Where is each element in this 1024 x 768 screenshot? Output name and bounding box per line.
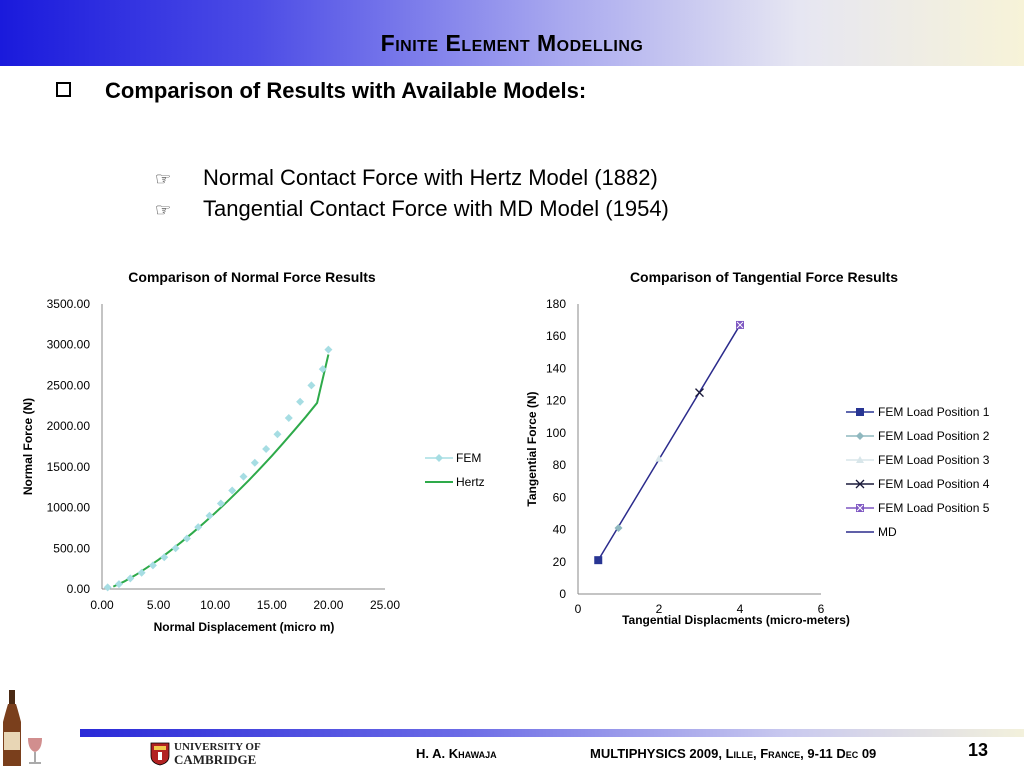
legend-hertz-label: Hertz: [456, 475, 485, 489]
legend-marker-1: [856, 408, 864, 416]
fem-point: [284, 414, 293, 422]
x-tick-label: 20.00: [313, 598, 343, 612]
y-tick-label: 3000.00: [47, 338, 91, 352]
x-axis-label: Tangential Displacments (micro-meters): [622, 613, 850, 627]
fem-point: [307, 381, 316, 390]
fem-point: [126, 574, 135, 583]
legend-marker-5-cross: [856, 504, 864, 512]
checkbox-bullet-icon: [56, 82, 71, 97]
crest-icon: [150, 742, 170, 766]
y-tick-label: 160: [546, 329, 566, 343]
fem-load-position-1-point: [594, 556, 603, 565]
fem-point: [262, 444, 271, 453]
fem-point: [194, 523, 203, 532]
x-tick-label: 10.00: [200, 598, 230, 612]
normal-force-chart: Comparison of Normal Force Results 0.00 50…: [0, 262, 512, 642]
legend-fem-label: FEM: [456, 451, 481, 465]
x-tick-label: 0: [575, 602, 582, 616]
y-axis-label: Tangential Force (N): [525, 391, 539, 506]
legend-label-1: FEM Load Position 1: [878, 405, 990, 419]
fem-load-position-5-point-cross: [736, 321, 744, 329]
fem-point: [273, 430, 282, 439]
y-tick-label: 20: [553, 555, 567, 569]
legend-marker-3: [856, 456, 864, 463]
fem-point: [103, 583, 112, 592]
logo-line-1: UNIVERSITY OF: [174, 741, 261, 753]
y-tick-label: 1000.00: [47, 501, 91, 515]
fem-point: [205, 511, 214, 520]
legend-label-5: FEM Load Position 5: [878, 501, 990, 515]
legend-label-3: FEM Load Position 3: [878, 453, 990, 467]
chart-title: Comparison of Normal Force Results: [128, 269, 376, 285]
fem-point: [324, 345, 333, 354]
fem-point: [296, 397, 305, 406]
y-tick-label: 180: [546, 297, 566, 311]
y-tick-label: 3500.00: [47, 297, 91, 311]
legend-label-2: FEM Load Position 2: [878, 429, 990, 443]
x-tick-label: 0.00: [90, 598, 114, 612]
fem-point: [148, 561, 157, 570]
x-axis-label: Normal Displacement (micro m): [154, 620, 335, 634]
y-tick-label: 100: [546, 426, 566, 440]
bullet-text-tangential: Tangential Contact Force with MD Model (…: [203, 196, 669, 221]
wine-bottle-icon: [3, 690, 42, 766]
legend-label-6: MD: [878, 525, 897, 539]
section-subtitle: Comparison of Results with Available Mod…: [105, 78, 587, 103]
fem-point: [318, 365, 327, 374]
slide-title: Finite Element Modelling: [380, 30, 644, 56]
legend-label-4: FEM Load Position 4: [878, 477, 990, 491]
y-tick-label: 500.00: [53, 541, 90, 555]
logo-line-2: CAMBRIDGE: [174, 752, 257, 767]
y-axis-label: Normal Force (N): [21, 398, 35, 495]
fem-point: [182, 534, 191, 543]
x-tick-label: 15.00: [257, 598, 287, 612]
page-number: 13: [968, 740, 989, 760]
legend-fem-marker: [435, 454, 443, 462]
fem-point: [137, 568, 146, 577]
y-tick-label: 1500.00: [47, 460, 91, 474]
fem-point: [239, 472, 248, 481]
fem-point: [171, 544, 180, 553]
x-tick-label: 4: [737, 602, 744, 616]
x-tick-label: 5.00: [147, 598, 171, 612]
y-tick-label: 0.00: [67, 582, 91, 596]
y-tick-label: 0: [559, 587, 566, 601]
hertz-series-line: [112, 354, 330, 588]
bullet-text-normal: Normal Contact Force with Hertz Model (1…: [203, 165, 658, 190]
fem-point: [114, 580, 123, 589]
footer-author: H. A. Khawaja: [416, 746, 497, 761]
fem-point: [250, 458, 259, 467]
x-tick-label: 2: [656, 602, 663, 616]
bullet-point: ☞ Normal Contact Force with Hertz Model (…: [155, 165, 658, 191]
fem-point: [228, 486, 237, 495]
fem-point: [160, 553, 169, 562]
footer-bar: [80, 729, 1024, 737]
y-tick-label: 40: [553, 523, 567, 537]
fem-load-position-3-point: [655, 454, 663, 462]
fem-load-position-4-point: [695, 388, 704, 398]
md-series-line: [597, 324, 741, 561]
bullet-point: ☞ Tangential Contact Force with MD Model …: [155, 196, 669, 222]
tangential-force-chart-svg: Comparison of Tangential Force Results 0 2…: [525, 269, 990, 627]
fem-point: [216, 499, 225, 508]
y-tick-label: 80: [553, 458, 567, 472]
fem-load-position-2-point: [614, 523, 623, 532]
y-tick-label: 140: [546, 361, 566, 375]
y-tick-label: 120: [546, 394, 566, 408]
legend-marker-4: [855, 479, 865, 489]
pointing-hand-icon: ☞: [155, 169, 172, 189]
chart-title: Comparison of Tangential Force Results: [630, 269, 898, 285]
x-tick-label: 25.00: [370, 598, 400, 612]
normal-force-chart-svg: Comparison of Normal Force Results 0.00 50…: [21, 269, 485, 634]
y-tick-label: 2500.00: [47, 378, 91, 392]
pointing-hand-icon: ☞: [155, 200, 172, 220]
x-tick-label: 6: [818, 602, 825, 616]
university-logo: UNIVERSITY OF CAMBRIDGE: [150, 741, 261, 767]
y-tick-label: 60: [553, 490, 567, 504]
footer-conference: MULTIPHYSICS 2009, Lille, France, 9-11 D…: [590, 746, 877, 761]
legend-marker-2: [856, 432, 864, 440]
y-tick-label: 2000.00: [47, 419, 91, 433]
tangential-force-chart: Comparison of Tangential Force Results 0 2…: [512, 262, 1024, 642]
title-banner: [0, 0, 1024, 66]
